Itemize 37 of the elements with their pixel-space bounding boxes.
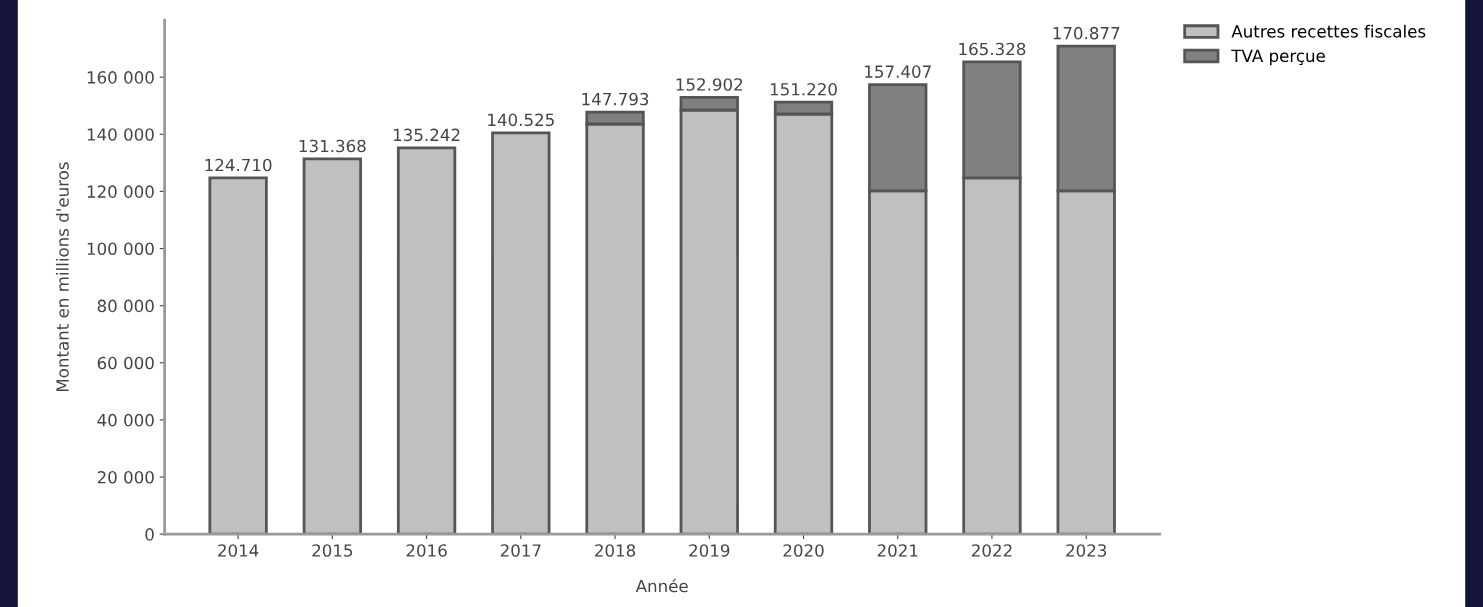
total-label: 124.710 <box>205 158 272 172</box>
total-label: 157.407 <box>865 65 931 78</box>
total-label: 147.793 <box>582 92 649 106</box>
x-tick-label: 2018 <box>595 544 636 557</box>
y-tick-label: 60 000 <box>97 356 154 370</box>
y-tick-label: 140 000 <box>87 128 154 141</box>
y-tick-label: 40 000 <box>97 413 154 427</box>
x-tick-label: 2017 <box>500 544 541 557</box>
y-tick-label: 160 000 <box>87 71 154 84</box>
x-tick-label: 2021 <box>877 544 918 557</box>
x-tick-label: 2023 <box>1066 544 1107 557</box>
legend-label: Autres recettes fiscales <box>1231 24 1426 38</box>
y-axis-title: Montant en millions d'euros <box>55 162 69 392</box>
y-tick-label: 0 <box>145 528 154 541</box>
x-tick-label: 2015 <box>312 544 353 557</box>
x-axis-title: Année <box>635 578 688 593</box>
total-label: 151.220 <box>770 82 837 96</box>
y-tick-label: 80 000 <box>97 299 154 313</box>
total-label: 131.368 <box>299 139 366 153</box>
bar <box>491 131 551 535</box>
total-label: 170.877 <box>1053 26 1120 40</box>
x-tick-label: 2020 <box>783 544 824 557</box>
y-tick-label: 100 000 <box>87 242 154 256</box>
bar <box>208 176 268 535</box>
x-tick-label: 2022 <box>971 544 1012 557</box>
y-tick-label: 20 000 <box>97 471 154 484</box>
bar <box>396 146 457 535</box>
legend-label: TVA perçue <box>1231 49 1325 66</box>
total-label: 140.525 <box>488 113 554 127</box>
bar <box>302 157 363 535</box>
x-tick-label: 2019 <box>689 544 730 557</box>
x-tick-label: 2014 <box>218 544 259 557</box>
total-label: 135.242 <box>393 128 460 142</box>
total-label: 152.902 <box>676 78 743 91</box>
y-tick-label: 120 000 <box>87 185 154 198</box>
x-tick-label: 2016 <box>406 544 447 557</box>
total-label: 165.328 <box>959 42 1026 56</box>
